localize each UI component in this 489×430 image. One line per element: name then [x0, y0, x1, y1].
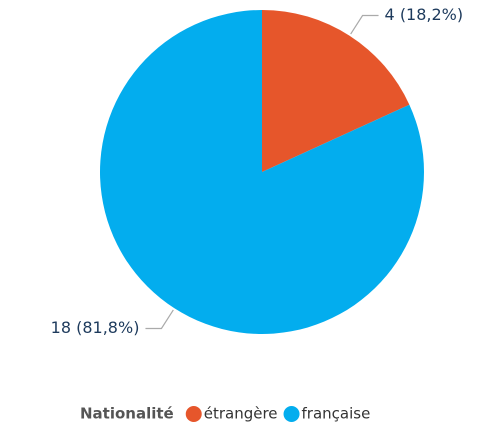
- legend-label: étrangère: [204, 405, 278, 423]
- legend-swatch: [283, 406, 300, 422]
- pie-slice: [100, 10, 424, 335]
- legend-swatch: [185, 406, 202, 422]
- data-label: 4 (18,2%): [385, 5, 464, 24]
- leader-line: [350, 14, 379, 35]
- data-label: 18 (81,8%): [51, 318, 140, 337]
- legend-label: française: [302, 405, 371, 423]
- legend-title: Nationalité: [80, 405, 174, 423]
- leader-line: [145, 309, 174, 330]
- pie-slice: [262, 10, 410, 172]
